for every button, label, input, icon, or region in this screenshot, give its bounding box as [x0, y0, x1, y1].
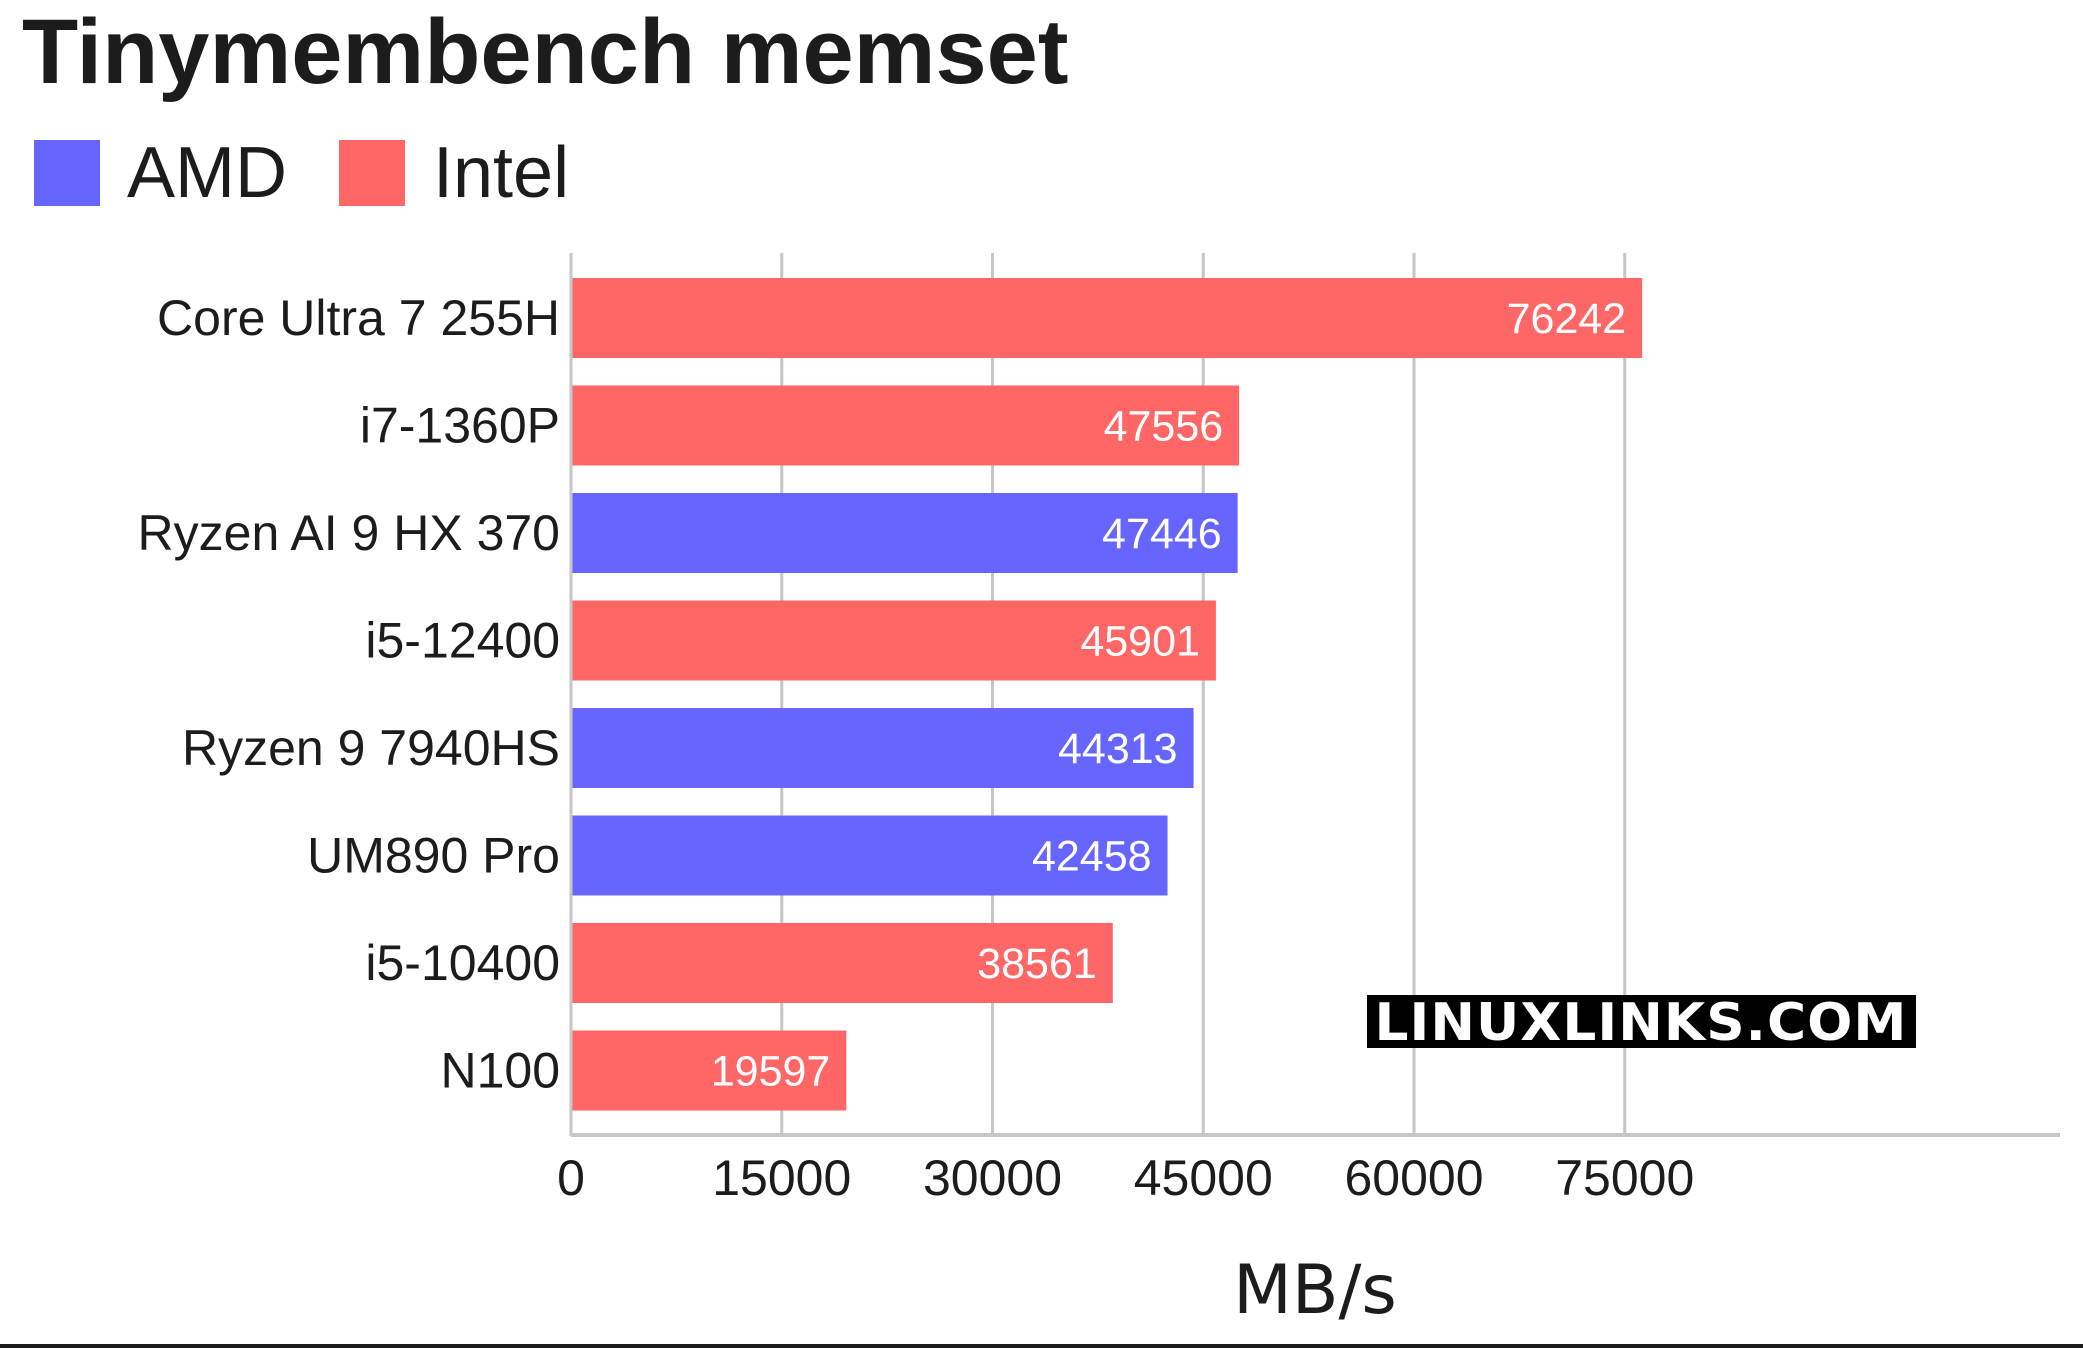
- category-label: UM890 Pro: [307, 828, 560, 884]
- x-tick-label: 0: [557, 1150, 585, 1206]
- watermark-background: [1367, 995, 1916, 1048]
- bar-value-label: 47556: [1104, 403, 1224, 451]
- category-label: Core Ultra 7 255H: [157, 290, 560, 346]
- tick-labels: 0 15000 30000 45000 60000 75000: [557, 1150, 1694, 1206]
- legend: AMD Intel: [34, 133, 569, 213]
- x-tick-label: 45000: [1134, 1150, 1273, 1206]
- legend-label-intel: Intel: [433, 133, 569, 213]
- bar: [571, 385, 1240, 466]
- axes: [569, 253, 2060, 1137]
- category-label: N100: [440, 1043, 560, 1099]
- bar: [571, 708, 1194, 788]
- bar-value-label: 38561: [977, 940, 1097, 988]
- chart-title: Tinymembench memset: [22, 1, 1068, 103]
- category-label: Ryzen AI 9 HX 370: [138, 505, 560, 561]
- x-tick-label: 60000: [1344, 1150, 1483, 1206]
- bar: [571, 278, 1643, 358]
- x-axis-title: MB/s: [1233, 1251, 1397, 1330]
- watermark-text: LINUXLINKS.COM: [1375, 993, 1908, 1053]
- watermark: LINUXLINKS.COM: [1367, 993, 1916, 1053]
- bar: [571, 1030, 847, 1111]
- bar-value-label: 42458: [1032, 833, 1152, 881]
- category-label: i7-1360P: [360, 398, 560, 454]
- bar-value-label: 47446: [1102, 510, 1222, 558]
- bar-value-label: 19597: [711, 1048, 831, 1096]
- bars: [571, 278, 1643, 1111]
- bar-value-label: 76242: [1507, 295, 1627, 343]
- legend-label-amd: AMD: [127, 133, 287, 213]
- bar: [571, 923, 1113, 1003]
- bar: [571, 600, 1216, 681]
- x-tick-label: 75000: [1555, 1150, 1694, 1206]
- x-tick-label: 30000: [923, 1150, 1062, 1206]
- legend-swatch-amd: [34, 140, 100, 206]
- bar: [571, 815, 1168, 896]
- value-labels: 76242 47556 47446 45901 44313 42458 38561 19597: [711, 295, 1626, 1096]
- bar: [571, 493, 1238, 573]
- category-label: Ryzen 9 7940HS: [182, 720, 560, 776]
- bar-value-label: 44313: [1058, 725, 1178, 773]
- legend-swatch-intel: [339, 140, 405, 206]
- category-label: i5-12400: [365, 613, 560, 669]
- category-labels: Core Ultra 7 255H i7-1360P Ryzen AI 9 HX 3…: [138, 290, 560, 1099]
- x-tick-label: 15000: [712, 1150, 851, 1206]
- bar-value-label: 45901: [1080, 618, 1200, 666]
- category-label: i5-10400: [365, 935, 560, 991]
